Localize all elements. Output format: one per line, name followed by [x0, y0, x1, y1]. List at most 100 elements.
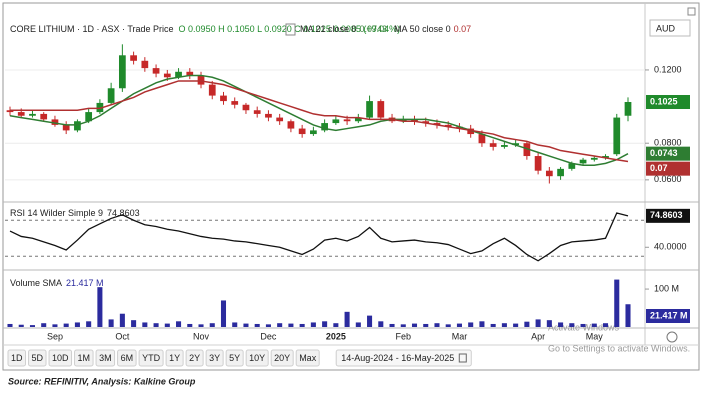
volume-bar — [232, 322, 238, 327]
candle-body — [354, 117, 362, 122]
candle-body — [298, 128, 306, 135]
range-button[interactable]: 3Y — [205, 349, 224, 367]
legend-entry: MA 21 close 0 0.0743 — [300, 24, 387, 34]
range-button-label: 6M — [121, 353, 134, 363]
volume-bar — [119, 313, 125, 327]
volume-bar — [501, 323, 507, 327]
candle-body — [186, 71, 194, 76]
volume-bar — [625, 304, 631, 327]
range-button-label: 5Y — [229, 353, 240, 363]
volume-bar — [322, 321, 328, 327]
volume-bar — [254, 323, 260, 327]
volume-bar — [423, 323, 429, 327]
range-button[interactable]: 10Y — [245, 349, 269, 367]
volume-title: Volume SMA — [10, 278, 62, 288]
candle-body — [220, 95, 227, 102]
watermark-title: Activate Windows — [548, 322, 620, 332]
range-button-bg — [165, 349, 184, 367]
x-tick-label: Nov — [193, 331, 210, 341]
range-button-bg — [185, 349, 204, 367]
range-button[interactable]: 1M — [74, 349, 94, 367]
candle-body — [568, 163, 576, 169]
currency-box[interactable] — [649, 19, 691, 37]
range-button[interactable]: 5Y — [225, 349, 244, 367]
window-icon[interactable] — [687, 7, 696, 16]
volume-bar — [86, 321, 92, 327]
calendar-icon — [458, 353, 467, 363]
volume-bar — [310, 322, 316, 327]
candle-body — [62, 124, 70, 131]
candle-body — [118, 55, 126, 89]
range-button[interactable]: 5D — [28, 349, 47, 367]
range-button-label: 10Y — [249, 353, 265, 363]
candle-body — [534, 156, 542, 171]
price-header: CORE LITHIUM · 1D · ASX · Trade Price O 0… — [10, 24, 400, 34]
x-tick-label: 2025 — [326, 331, 346, 341]
range-button[interactable]: 3M — [95, 349, 116, 367]
legend-name: MA 21 close 0 — [300, 24, 357, 34]
volume-bar — [198, 324, 204, 327]
candle-body — [141, 60, 149, 69]
axis-settings[interactable] — [666, 331, 678, 343]
range-button-label: 10D — [52, 353, 69, 363]
volume-bar — [63, 323, 69, 327]
moving-average — [9, 74, 629, 166]
volume-bar — [355, 322, 361, 327]
candle-body — [613, 117, 621, 155]
value-badge — [646, 146, 690, 161]
range-button[interactable]: YTD — [138, 349, 164, 367]
volume-bar — [41, 323, 47, 327]
volume-bar — [468, 322, 474, 327]
range-button-label: 2Y — [189, 353, 200, 363]
candle-body — [287, 121, 295, 129]
candle-body — [602, 156, 609, 158]
volume-bar — [490, 323, 496, 327]
range-button[interactable]: 2Y — [185, 349, 204, 367]
volume-bar — [434, 323, 440, 327]
chart-frame — [2, 2, 700, 371]
range-button-bg — [95, 349, 116, 367]
instrument: CORE LITHIUM · 1D · ASX · Trade Price — [10, 24, 174, 34]
range-button[interactable]: Max — [295, 349, 320, 367]
candle-body — [130, 55, 137, 61]
legend-value: 0.0743 — [360, 24, 388, 34]
legend-toggle[interactable] — [285, 23, 296, 36]
range-button-bg — [295, 349, 320, 367]
range-button[interactable]: 1D — [7, 349, 27, 367]
candle-body — [489, 143, 497, 147]
volume-bar — [367, 315, 373, 327]
candle-body — [512, 143, 520, 146]
volume-bar — [569, 323, 575, 327]
y-tick-label: 0.0600 — [654, 174, 682, 184]
candle-body — [411, 119, 418, 122]
date-range-picker[interactable]: 14-Aug-2024 - 16-May-2025 — [335, 349, 472, 367]
volume-bar — [378, 321, 384, 327]
candle-body — [242, 104, 250, 111]
range-button-label: YTD — [142, 353, 161, 363]
candle-body — [321, 123, 328, 131]
candle-body — [265, 113, 272, 118]
range-button-label: 3Y — [209, 353, 220, 363]
range-button-bg — [245, 349, 269, 367]
candle-body — [6, 110, 14, 113]
volume-bar — [299, 323, 305, 327]
volume-bar — [176, 321, 182, 327]
quote: O 0.0950 H 0.1050 L 0.0920 C 0.1025 0.00… — [179, 24, 401, 34]
candle-body — [557, 168, 564, 177]
volume-bar — [445, 324, 451, 327]
volume-sma: 21.417 M — [66, 278, 104, 288]
range-button[interactable]: 1Y — [165, 349, 184, 367]
candle-body — [85, 112, 93, 122]
candle-body — [444, 124, 452, 127]
candle-body — [29, 113, 36, 116]
range-button-bg — [7, 349, 27, 367]
range-button[interactable]: 10D — [48, 349, 73, 367]
range-button[interactable]: 20Y — [270, 349, 294, 367]
range-button[interactable]: 6M — [117, 349, 137, 367]
x-tick-label: May — [586, 331, 604, 341]
rsi-value: 74.8603 — [107, 208, 140, 218]
source-caption: Source: REFINITIV, Analysis: Kalkine Gro… — [8, 376, 196, 386]
volume-bar — [153, 323, 159, 327]
candle-body — [152, 68, 160, 74]
x-tick-label: Feb — [396, 331, 412, 341]
